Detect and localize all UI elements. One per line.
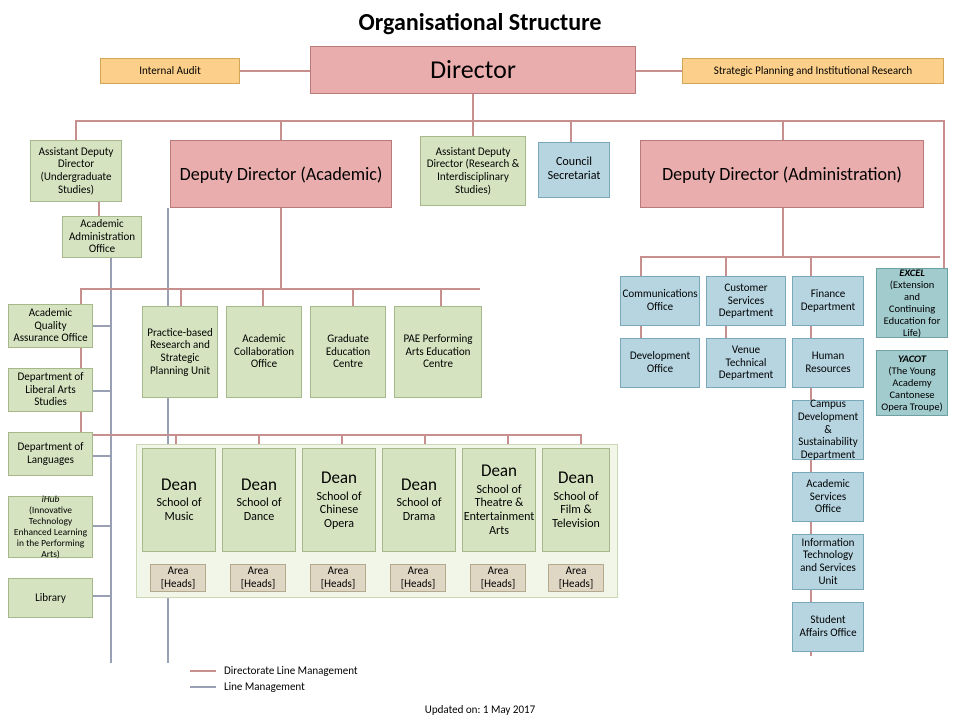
ihub-box: iHub(Innovative Technology Enhanced Lear… <box>8 496 93 558</box>
dean-dance-box: DeanSchool of Dance <box>222 448 296 552</box>
languages-box: Department of Languages <box>8 432 93 476</box>
council-secretariat-box: Council Secretariat <box>538 142 610 198</box>
dean-music-box: DeanSchool of Music <box>142 448 216 552</box>
updated-footer: Updated on: 1 May 2017 <box>0 703 960 716</box>
acad-services-box: Academic Services Office <box>792 472 864 522</box>
campus-dev-box: Campus Development & Sustainability Depa… <box>792 400 864 460</box>
library-box: Library <box>8 578 93 618</box>
practice-unit-box: Practice-based Research and Strategic Pl… <box>142 306 218 398</box>
legend-directorate: Directorate Line Management <box>190 664 358 677</box>
add-research-box: Assistant Deputy Director (Research & In… <box>420 136 526 206</box>
dev-office-box: Development Office <box>620 338 700 388</box>
area-heads-film: Area [Heads] <box>548 564 604 592</box>
area-heads-theatre: Area [Heads] <box>470 564 526 592</box>
add-undergrad-box: Assistant Deputy Director (Undergraduate… <box>30 140 122 202</box>
area-heads-dance: Area [Heads] <box>230 564 286 592</box>
academic-admin-office-box: Academic Administration Office <box>62 216 142 258</box>
yacot-box: YACOT(The Young Academy Cantonese Opera … <box>876 350 948 416</box>
dean-drama-box: DeanSchool of Drama <box>382 448 456 552</box>
dd-academic-box: Deputy Director (Academic) <box>170 140 392 208</box>
excel-box: EXCEL(Extension and Continuing Education… <box>876 268 948 338</box>
comms-office-box: Communications Office <box>620 276 700 326</box>
hr-box: Human Resources <box>792 338 864 388</box>
area-heads-opera: Area [Heads] <box>310 564 366 592</box>
dean-opera-box: DeanSchool of Chinese Opera <box>302 448 376 552</box>
legend-line: Line Management <box>190 680 305 693</box>
grad-centre-box: Graduate Education Centre <box>310 306 386 398</box>
venue-box: Venue Technical Department <box>706 338 786 388</box>
finance-box: Finance Department <box>792 276 864 326</box>
student-affairs-box: Student Affairs Office <box>792 602 864 652</box>
collab-office-box: Academic Collaboration Office <box>226 306 302 398</box>
internal-audit-box: Internal Audit <box>100 58 240 84</box>
area-heads-drama: Area [Heads] <box>390 564 446 592</box>
director-box: Director <box>310 46 636 94</box>
aqa-box: Academic Quality Assurance Office <box>8 304 93 348</box>
dean-theatre-box: DeanSchool of Theatre & Entertainment Ar… <box>462 448 536 552</box>
area-heads-music: Area [Heads] <box>150 564 206 592</box>
dean-film-box: DeanSchool of Film & Television <box>542 448 610 552</box>
pae-centre-box: PAE Performing Arts Education Centre <box>394 306 482 398</box>
spir-box: Strategic Planning and Institutional Res… <box>682 58 944 84</box>
itsu-box: Information Technology and Services Unit <box>792 534 864 590</box>
liberal-arts-box: Department of Liberal Arts Studies <box>8 368 93 412</box>
custserv-box: Customer Services Department <box>706 276 786 326</box>
chart-title: Organisational Structure <box>0 8 960 37</box>
dd-admin-box: Deputy Director (Administration) <box>640 140 924 208</box>
